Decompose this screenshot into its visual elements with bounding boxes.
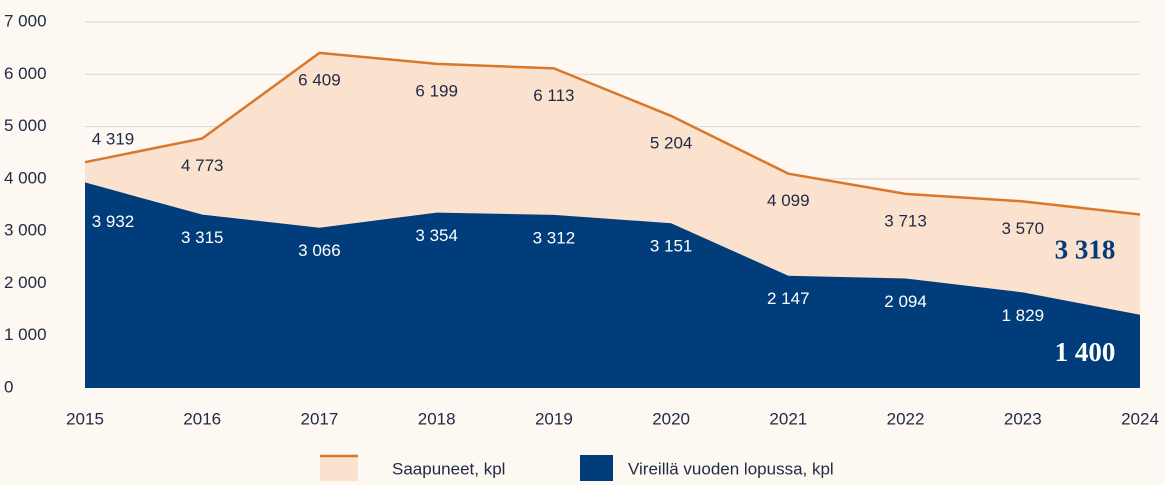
y-tick-label: 7 000 [4, 11, 47, 30]
y-tick-label: 1 000 [4, 325, 47, 344]
data-label: 3 312 [533, 228, 576, 247]
y-tick-label: 6 000 [4, 64, 47, 83]
y-tick-label: 0 [4, 377, 13, 396]
data-label: 4 773 [181, 156, 224, 175]
data-label: 4 099 [767, 191, 810, 210]
y-tick-label: 2 000 [4, 273, 47, 292]
data-label: 4 319 [92, 130, 135, 149]
y-tick-label: 3 000 [4, 221, 47, 240]
data-label: 2 094 [884, 292, 927, 311]
data-label: 6 409 [298, 70, 341, 89]
x-tick-label: 2022 [887, 409, 925, 428]
data-label: 5 204 [650, 133, 693, 152]
y-tick-label: 4 000 [4, 168, 47, 187]
x-tick-label: 2023 [1004, 409, 1042, 428]
x-tick-label: 2020 [652, 409, 690, 428]
area [85, 182, 1140, 388]
data-label: 3 066 [298, 241, 341, 260]
data-label: 3 713 [884, 211, 927, 230]
x-tick-label: 2015 [66, 409, 104, 428]
y-tick-label: 5 000 [4, 116, 47, 135]
x-tick-label: 2017 [301, 409, 339, 428]
data-label: 6 113 [533, 86, 574, 105]
data-label: 3 151 [650, 237, 693, 256]
legend-label: Vireillä vuoden lopussa, kpl [628, 459, 834, 478]
data-label: 3 932 [92, 212, 135, 231]
legend-swatch [320, 455, 358, 481]
legend-label: Saapuneet, kpl [392, 459, 505, 478]
data-label: 2 147 [767, 289, 810, 308]
data-label: 6 199 [415, 81, 458, 100]
data-label: 1 400 [1055, 337, 1116, 367]
x-tick-label: 2024 [1121, 409, 1159, 428]
line [84, 51, 1141, 216]
x-tick-label: 2016 [183, 409, 221, 428]
data-label: 3 354 [415, 226, 458, 245]
data-label: 1 829 [1002, 306, 1045, 325]
data-label: 3 570 [1002, 219, 1045, 238]
data-label: 3 318 [1055, 235, 1116, 265]
x-tick-label: 2019 [535, 409, 573, 428]
legend-swatch [580, 455, 613, 481]
x-tick-label: 2021 [769, 409, 807, 428]
data-label: 3 315 [181, 228, 224, 247]
x-tick-label: 2018 [418, 409, 456, 428]
